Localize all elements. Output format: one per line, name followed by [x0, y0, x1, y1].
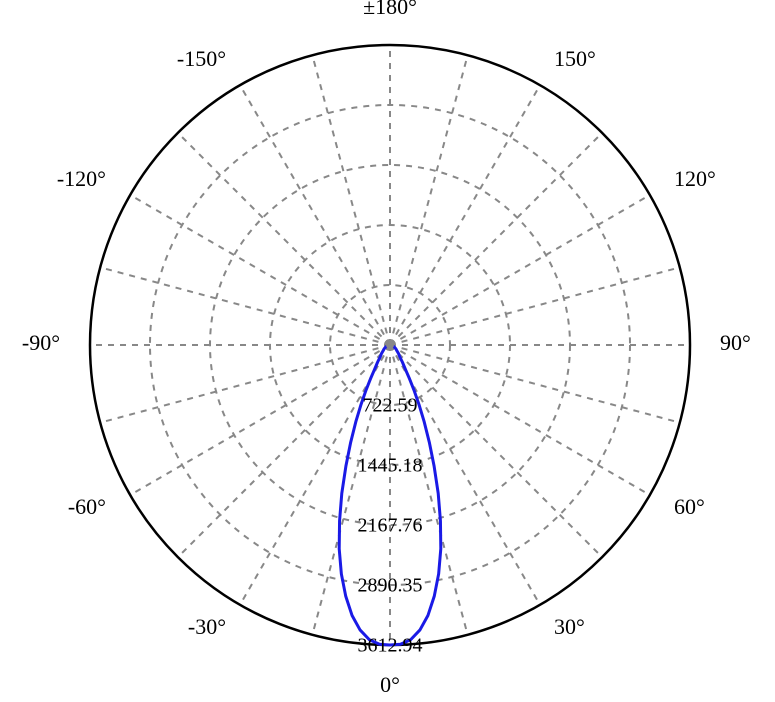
- angle-label: -150°: [177, 46, 226, 71]
- angle-label: 150°: [554, 46, 596, 71]
- angle-label: 60°: [674, 494, 705, 519]
- center-dot: [386, 341, 394, 349]
- polar-chart: 722.59 1445.18 2167.76 2890.35 3612.94 ±180° 1…: [0, 0, 775, 702]
- angle-label: -60°: [68, 494, 106, 519]
- radial-label: 722.59: [363, 395, 418, 417]
- radial-label: 2890.35: [358, 575, 423, 597]
- radial-label: 1445.18: [358, 455, 423, 477]
- angle-label: ±180°: [363, 0, 417, 19]
- radial-label: 3612.94: [358, 635, 423, 657]
- angle-label: -30°: [188, 614, 226, 639]
- angle-label: 0°: [380, 672, 400, 697]
- angle-label: 30°: [554, 614, 585, 639]
- radial-label: 2167.76: [358, 515, 423, 537]
- angle-label: -120°: [57, 166, 106, 191]
- angle-label: -90°: [22, 330, 60, 355]
- angle-label: 90°: [720, 330, 751, 355]
- angle-label: 120°: [674, 166, 716, 191]
